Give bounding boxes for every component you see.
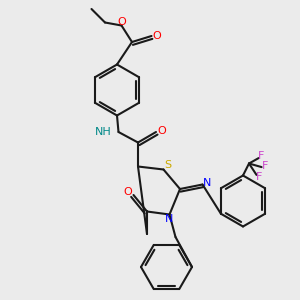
Text: F: F (258, 151, 264, 161)
Text: O: O (157, 125, 166, 136)
Text: O: O (117, 17, 126, 27)
Text: F: F (262, 161, 269, 172)
Text: O: O (152, 31, 161, 41)
Text: N: N (165, 214, 174, 224)
Text: N: N (203, 178, 211, 188)
Text: S: S (164, 160, 172, 170)
Text: NH: NH (95, 127, 112, 137)
Text: F: F (256, 172, 263, 182)
Text: O: O (123, 187, 132, 197)
